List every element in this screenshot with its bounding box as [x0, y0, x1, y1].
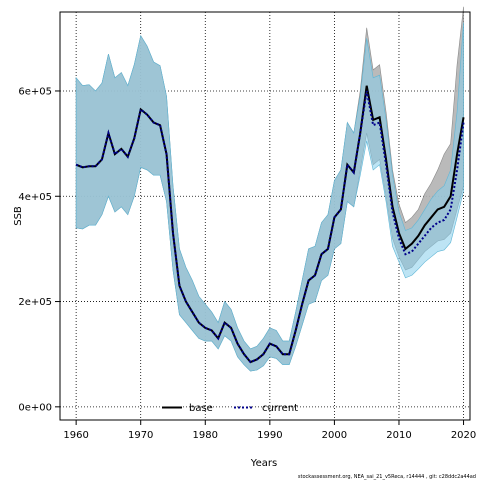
y-axis-title: SSB	[13, 206, 24, 226]
legend: base current	[162, 403, 298, 414]
x-tick-label: 1990	[257, 430, 282, 441]
current-confidence-band	[75, 22, 464, 372]
x-tick-label: 1960	[63, 430, 88, 441]
x-tick-label: 2020	[451, 430, 476, 441]
current-line	[75, 90, 465, 364]
y-tick-label: 6e+05	[18, 86, 52, 97]
x-axis-ticks: 1960 1970 1980 1990 2000 2010 2020	[63, 420, 476, 441]
x-tick-label: 1970	[128, 430, 153, 441]
legend-base-label: base	[189, 403, 213, 414]
x-tick-label: 2000	[322, 430, 347, 441]
x-axis-title: Years	[250, 458, 277, 469]
x-tick-label: 2010	[386, 430, 411, 441]
confidence-bands	[75, 6, 464, 372]
source-footnote: stockassessment.org, NEA_sai_21_v5Reca, …	[298, 474, 476, 480]
y-tick-label: 4e+05	[18, 192, 52, 203]
x-tick-label: 1980	[193, 430, 218, 441]
legend-current-label: current	[262, 403, 298, 414]
y-tick-label: 0e+00	[18, 402, 52, 413]
series-lines	[75, 85, 465, 364]
y-axis-ticks: 0e+00 2e+05 4e+05 6e+05	[18, 86, 60, 413]
y-tick-label: 2e+05	[18, 297, 52, 308]
plot-frame	[59, 11, 471, 421]
